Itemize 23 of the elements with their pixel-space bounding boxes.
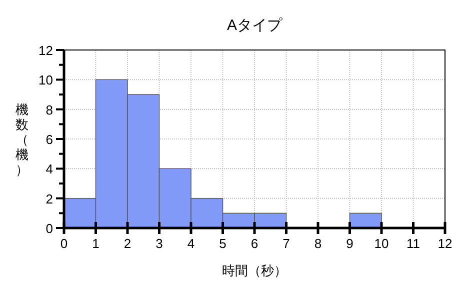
y-axis-title: 機数（機） bbox=[16, 102, 28, 177]
x-tick-label: 4 bbox=[187, 236, 195, 251]
x-tick-label: 2 bbox=[124, 236, 132, 251]
x-tick-label: 3 bbox=[156, 236, 163, 251]
x-tick-label: 11 bbox=[406, 236, 420, 251]
x-axis-title: 時間（秒） bbox=[222, 263, 287, 278]
x-tick-label: 6 bbox=[250, 236, 258, 251]
x-tick-label: 8 bbox=[314, 236, 322, 251]
x-tick-label: 10 bbox=[374, 236, 389, 251]
chart-title: Aタイプ bbox=[226, 17, 283, 34]
x-tick-label: 7 bbox=[282, 236, 290, 251]
y-tick-label: 8 bbox=[46, 102, 53, 118]
y-tick-label: 10 bbox=[38, 72, 53, 88]
x-tick-label: 9 bbox=[346, 236, 354, 251]
x-tick-label: 5 bbox=[219, 236, 226, 251]
y-tick-label: 12 bbox=[38, 43, 53, 58]
x-tick-label: 1 bbox=[92, 236, 100, 251]
y-tick-label: 4 bbox=[46, 162, 53, 177]
y-tick-label: 6 bbox=[46, 132, 53, 147]
y-tick-label: 2 bbox=[46, 191, 53, 206]
y-tick-label: 0 bbox=[46, 221, 53, 236]
x-tick-label: 0 bbox=[60, 236, 68, 251]
x-tick-label: 12 bbox=[438, 236, 452, 251]
